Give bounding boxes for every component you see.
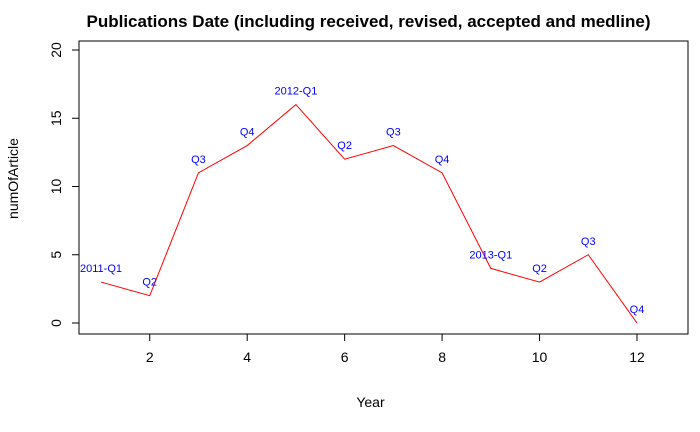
point-label: Q3 bbox=[386, 127, 401, 139]
point-label: 2012-Q1 bbox=[275, 86, 318, 98]
point-label: Q3 bbox=[191, 154, 206, 166]
x-tick-label: 4 bbox=[243, 349, 251, 365]
series-lines bbox=[100, 103, 638, 324]
x-tick-label: 8 bbox=[438, 349, 446, 365]
point-label: 2011-Q1 bbox=[80, 263, 122, 275]
y-tick-label: 10 bbox=[48, 179, 64, 195]
point-label: Q4 bbox=[630, 304, 645, 316]
point-label: Q3 bbox=[581, 236, 596, 248]
y-axis-label: numOfArticle bbox=[5, 138, 21, 219]
x-tick-label: 2 bbox=[146, 349, 154, 365]
chart-title: Publications Date (including received, r… bbox=[87, 12, 651, 31]
x-axis-label: Year bbox=[356, 394, 385, 410]
x-tick-label: 6 bbox=[341, 349, 349, 365]
point-label: Q2 bbox=[142, 277, 157, 289]
y-tick-label: 15 bbox=[48, 110, 64, 126]
y-tick-label: 20 bbox=[48, 42, 64, 58]
y-tick-label: 0 bbox=[48, 319, 64, 327]
point-labels: 2011-Q1 Q2 Q3 Q4 2012-Q1 Q2 Q3 Q4 2013-Q1 Q2 Q3 Q4 bbox=[80, 86, 644, 316]
series-line bbox=[100, 103, 638, 324]
x-tick-label: 10 bbox=[532, 349, 548, 365]
point-label: 2013-Q1 bbox=[469, 249, 512, 261]
x-tick-label: 12 bbox=[629, 349, 645, 365]
point-label: Q4 bbox=[435, 154, 450, 166]
y-axis: 0 5 10 15 20 bbox=[48, 42, 80, 327]
plot-frame bbox=[78, 40, 689, 335]
point-label: Q2 bbox=[532, 263, 547, 275]
point-label: Q4 bbox=[240, 127, 255, 139]
x-axis: 2 4 6 8 10 12 bbox=[146, 333, 645, 365]
y-tick-label: 5 bbox=[48, 251, 64, 259]
point-label: Q2 bbox=[337, 140, 352, 152]
